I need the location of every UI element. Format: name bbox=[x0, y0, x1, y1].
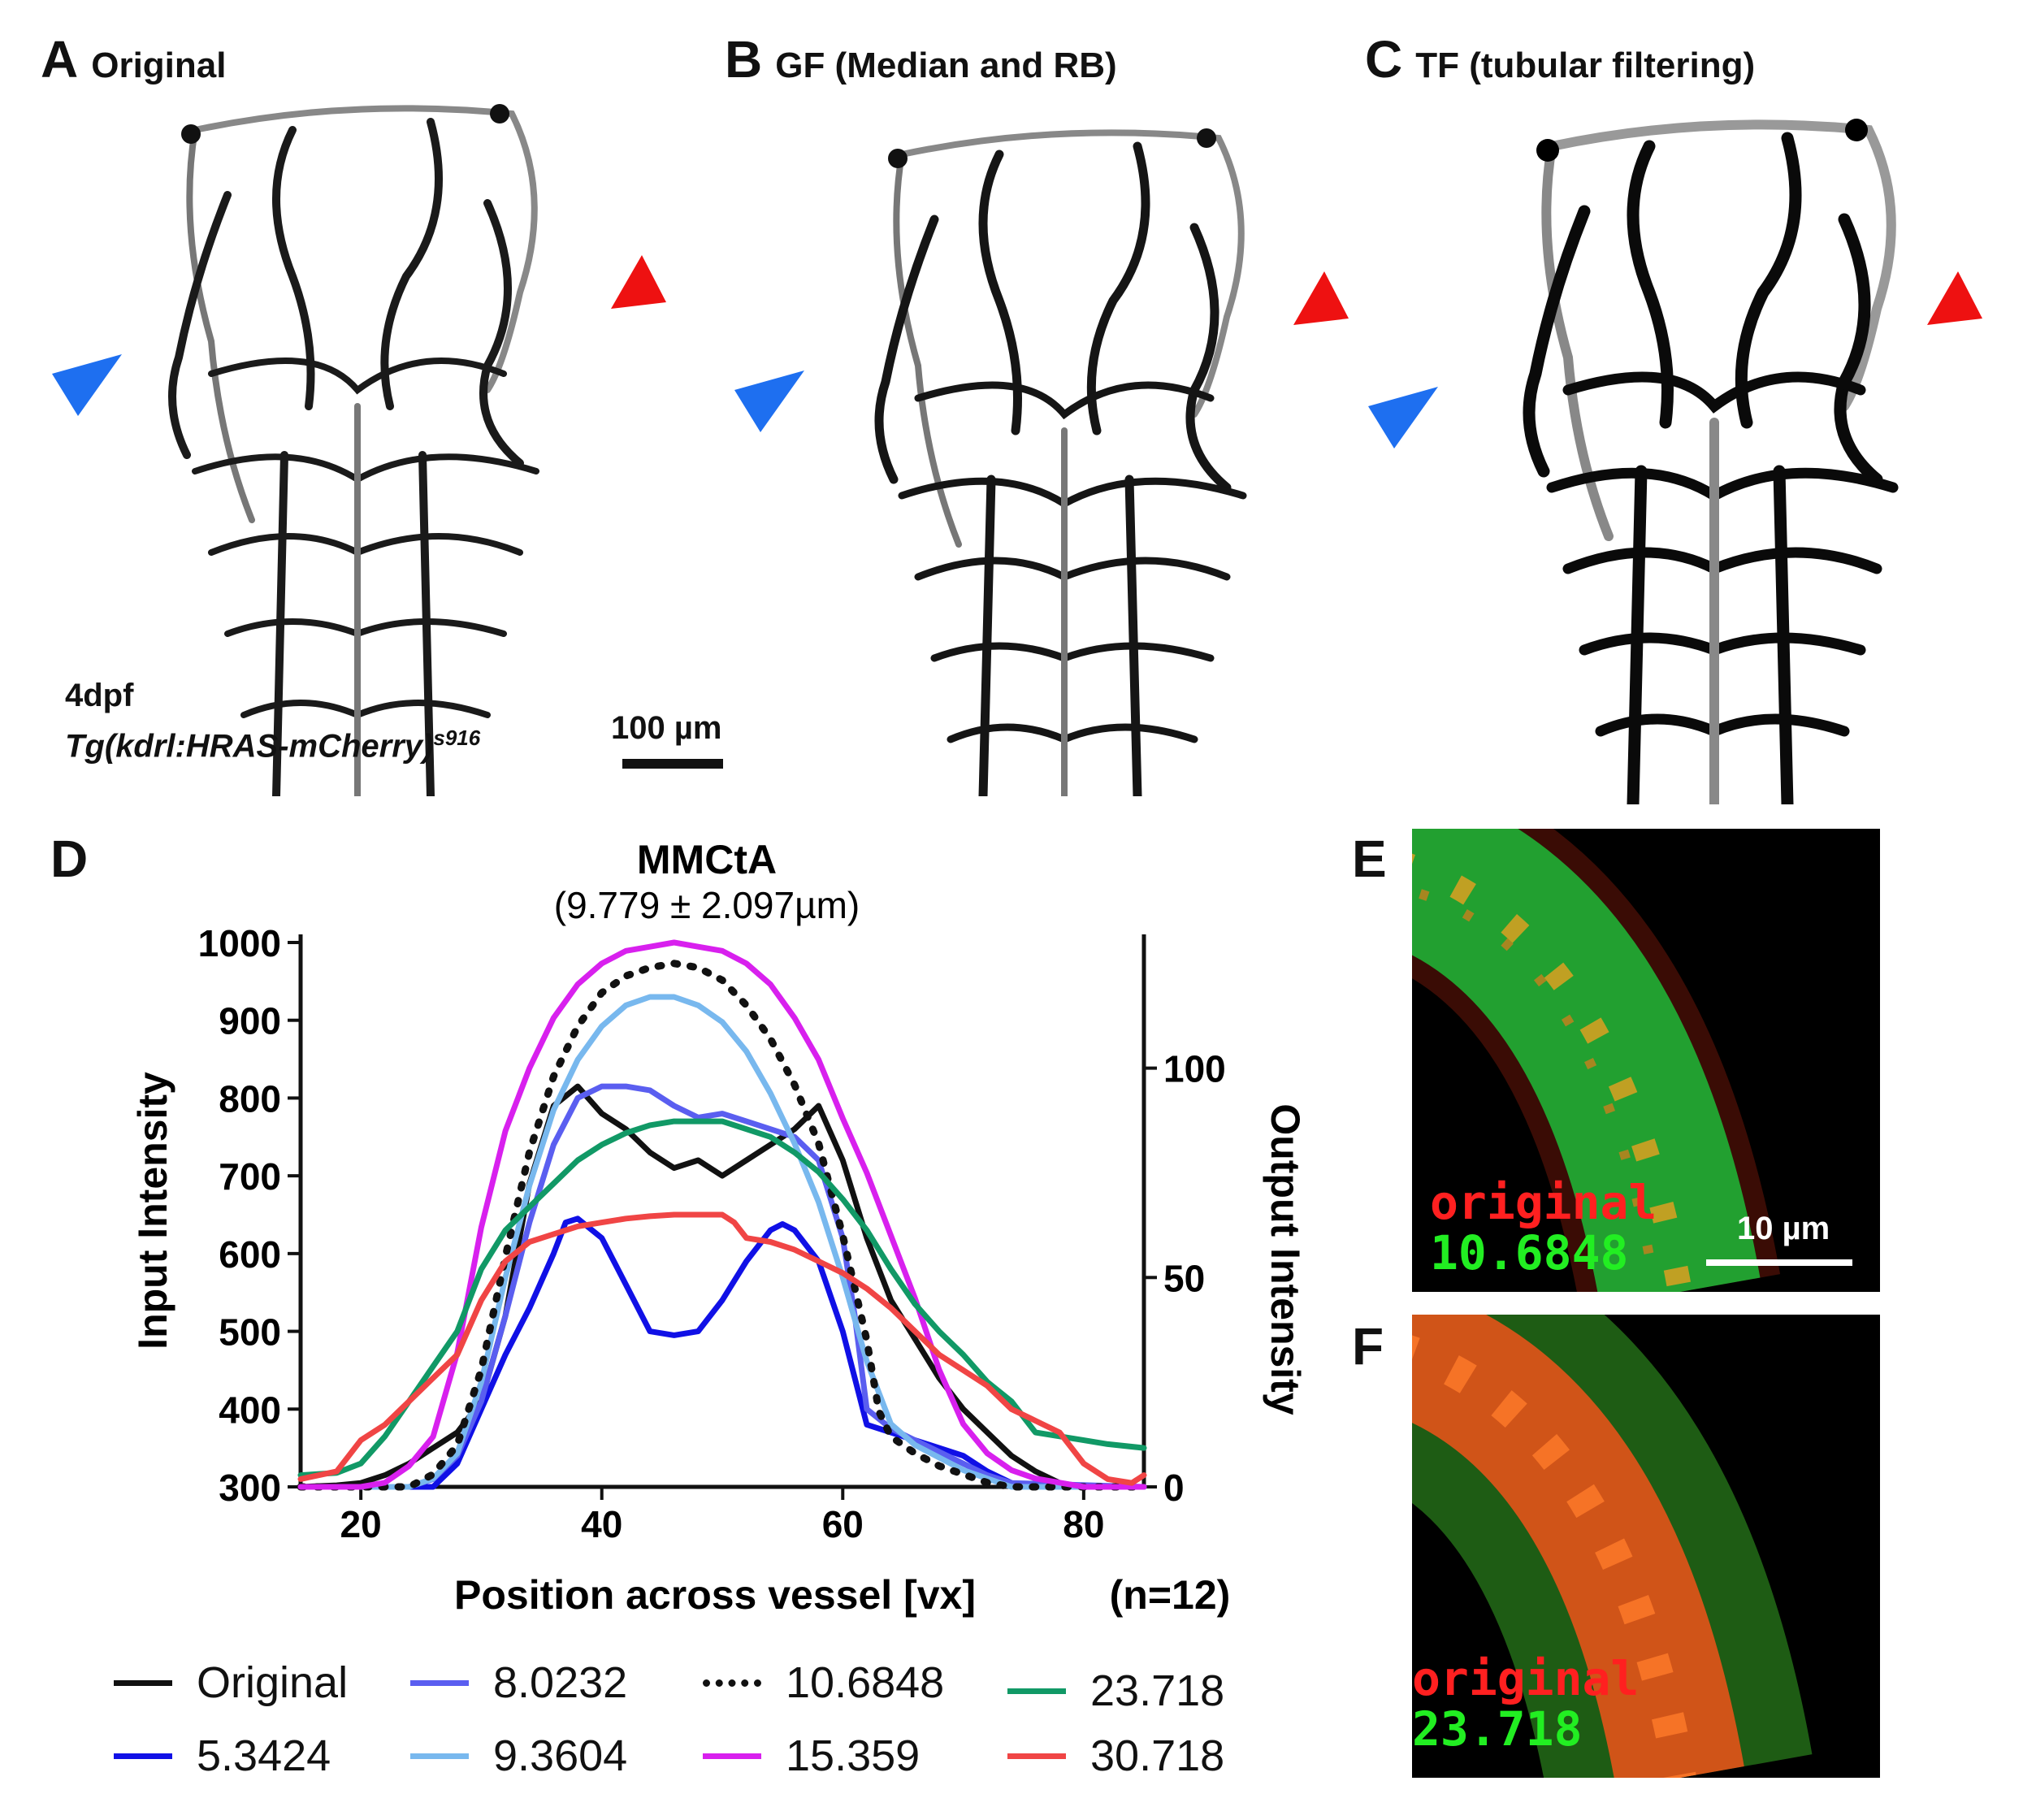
y-axis-label-left: Input Intensity bbox=[130, 1072, 175, 1350]
allele-superscript: s916 bbox=[433, 726, 481, 750]
panel-a-scale-label: 100 µm bbox=[611, 710, 722, 746]
y-tick-label-right: 100 bbox=[1163, 1048, 1226, 1090]
y-tick-label-right: 50 bbox=[1163, 1257, 1205, 1299]
x-tick-label: 80 bbox=[1063, 1503, 1104, 1545]
panel-c-micrograph bbox=[1365, 106, 2015, 804]
intensity-profile-chart: MMCtA(9.779 ± 2.097µm)300400500600700800… bbox=[130, 837, 1308, 1618]
y-tick-label-left: 1000 bbox=[198, 922, 281, 964]
series-line-5-3424 bbox=[297, 1216, 1147, 1490]
panel-d-letter: D bbox=[50, 830, 89, 888]
legend-label: 30.718 bbox=[1090, 1731, 1225, 1780]
blue-arrowhead-icon bbox=[1368, 387, 1438, 448]
legend-label: 5.3424 bbox=[197, 1731, 331, 1780]
y-tick-label-left: 500 bbox=[219, 1311, 281, 1354]
panel-e-scale-label: 10 µm bbox=[1737, 1211, 1830, 1246]
panel-f-letter: F bbox=[1352, 1317, 1384, 1376]
red-arrowhead-icon bbox=[1293, 271, 1349, 325]
y-tick-label-right: 0 bbox=[1163, 1467, 1185, 1509]
legend-item-original: Original bbox=[114, 1658, 348, 1708]
legend-item-5-3424: 5.3424 bbox=[114, 1731, 331, 1781]
legend-swatch bbox=[410, 1679, 469, 1686]
legend-item-9-3604: 9.3604 bbox=[410, 1731, 627, 1781]
series-line-23-718 bbox=[297, 1118, 1147, 1479]
legend-swatch bbox=[114, 1679, 172, 1686]
legend-label: 10.6848 bbox=[786, 1658, 945, 1707]
chart-subtitle: (9.779 ± 2.097µm) bbox=[554, 884, 860, 926]
y-tick-label-left: 700 bbox=[219, 1155, 281, 1198]
panel-a-letter: A bbox=[41, 30, 79, 89]
panel-e-scale-bar bbox=[1706, 1259, 1852, 1266]
transgene-name: Tg(kdrl:HRAS-mCherry) bbox=[65, 728, 434, 765]
panel-e-vessel-overlay bbox=[1412, 829, 1781, 1292]
y-tick-label-left: 400 bbox=[219, 1389, 281, 1431]
panel-b-title: B GF (Median and RB) bbox=[725, 29, 1117, 89]
panel-a-scale-bar bbox=[622, 759, 744, 769]
y-tick-label-left: 300 bbox=[219, 1467, 281, 1509]
chart-legend: Original 5.3424 8.0232 9.3604 10.6848 15… bbox=[114, 1658, 1267, 1820]
panel-c-letter: C bbox=[1365, 30, 1403, 89]
legend-item-8-0232: 8.0232 bbox=[410, 1658, 627, 1708]
series-line-10-6848 bbox=[297, 960, 1148, 1491]
panel-c-vessel-image bbox=[1523, 119, 1899, 804]
panel-a-title: A Original bbox=[41, 29, 226, 89]
x-tick-label: 60 bbox=[822, 1503, 864, 1545]
legend-label: 23.718 bbox=[1090, 1666, 1225, 1715]
chart-title: MMCtA bbox=[637, 837, 777, 882]
legend-label: Original bbox=[197, 1658, 349, 1707]
y-axis-label-right: Output Intensity bbox=[1263, 1103, 1308, 1415]
panel-e-fluorescence-image: original 10.6848 10 µm bbox=[1412, 829, 1880, 1292]
sample-size-note: (n=12) bbox=[1110, 1572, 1231, 1618]
y-tick-label-left: 600 bbox=[219, 1233, 281, 1276]
legend-swatch bbox=[114, 1753, 172, 1759]
stage-label: 4dpf bbox=[65, 678, 134, 713]
legend-item-23-718: 23.718 bbox=[1007, 1666, 1224, 1716]
x-tick-label: 20 bbox=[340, 1503, 382, 1545]
panel-a-label: Original bbox=[91, 46, 227, 85]
panel-b-label: GF (Median and RB) bbox=[775, 46, 1117, 85]
y-tick-label-left: 800 bbox=[219, 1077, 281, 1120]
panel-e-title: E bbox=[1352, 829, 1400, 889]
legend-item-30-718: 30.718 bbox=[1007, 1731, 1224, 1781]
x-tick-label: 40 bbox=[581, 1503, 622, 1545]
panel-a-vessel-image bbox=[168, 104, 539, 796]
panel-f-vessel-overlay bbox=[1412, 1315, 1813, 1778]
legend-label: 15.359 bbox=[786, 1731, 921, 1780]
panel-e-letter: E bbox=[1352, 830, 1387, 888]
panel-f-original-label: original bbox=[1412, 1651, 1640, 1706]
red-arrowhead-icon bbox=[611, 255, 666, 309]
legend-swatch bbox=[703, 1753, 761, 1759]
blue-arrowhead-icon bbox=[52, 354, 122, 416]
series-line-30-718 bbox=[297, 1211, 1147, 1486]
legend-swatch bbox=[410, 1753, 469, 1759]
legend-swatch bbox=[1007, 1688, 1066, 1694]
panel-e-sigma-label: 10.6848 bbox=[1430, 1225, 1629, 1280]
panel-b-letter: B bbox=[725, 30, 763, 89]
panel-a-caption: 4dpf Tg(kdrl:HRAS-mCherry)s916 bbox=[65, 674, 480, 767]
panel-a-micrograph bbox=[49, 98, 666, 796]
panel-c-title: C TF (tubular filtering) bbox=[1365, 29, 1755, 89]
legend-label: 8.0232 bbox=[493, 1658, 628, 1707]
series-line-8-0232 bbox=[297, 1083, 1147, 1490]
series-line-original bbox=[297, 1083, 1147, 1490]
legend-item-15-359: 15.359 bbox=[703, 1731, 920, 1781]
legend-swatch bbox=[1007, 1753, 1066, 1759]
panel-b-vessel-image bbox=[874, 128, 1247, 796]
panel-e-original-label: original bbox=[1430, 1175, 1657, 1230]
panel-f-title: F bbox=[1352, 1316, 1397, 1376]
y-tick-label-left: 900 bbox=[219, 1000, 281, 1042]
panel-f-sigma-label: 23.718 bbox=[1412, 1701, 1583, 1757]
panel-d-title: D bbox=[50, 829, 101, 889]
blue-arrowhead-icon bbox=[734, 370, 804, 432]
legend-label: 9.3604 bbox=[493, 1731, 628, 1780]
panel-c-label: TF (tubular filtering) bbox=[1415, 46, 1756, 85]
legend-item-10-6848: 10.6848 bbox=[703, 1658, 944, 1708]
legend-swatch bbox=[703, 1679, 761, 1687]
panel-b-micrograph bbox=[723, 114, 1357, 796]
transgene-label: Tg(kdrl:HRAS-mCherry)s916 bbox=[65, 717, 480, 767]
panel-f-fluorescence-image: original 23.718 bbox=[1412, 1315, 1880, 1778]
red-arrowhead-icon bbox=[1927, 271, 1982, 325]
x-axis-label: Position across vessel [vx] bbox=[454, 1572, 976, 1618]
